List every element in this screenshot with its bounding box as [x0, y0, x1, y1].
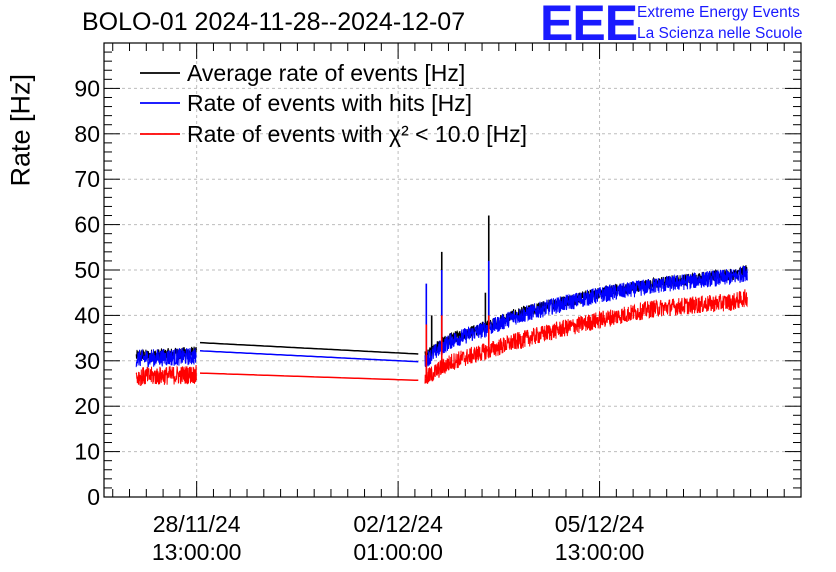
axes: 010203040506070809028/11/2413:00:0002/12…: [74, 42, 802, 565]
legend-label-3: Rate of events with χ² < 10.0 [Hz]: [187, 121, 527, 147]
y-tick-label: 40: [74, 302, 100, 328]
x-tick-label-time: 01:00:00: [353, 539, 443, 565]
series-3: [135, 289, 748, 387]
y-tick-label: 30: [74, 348, 100, 374]
y-tick-label: 0: [87, 484, 100, 510]
x-tick-label-time: 13:00:00: [555, 539, 645, 565]
series-line-noisy: [424, 289, 748, 384]
y-tick-label: 90: [74, 75, 100, 101]
org-line-2: La Scienza nelle Scuole: [637, 25, 803, 42]
x-tick-label-date: 02/12/24: [353, 511, 443, 537]
series-line-noisy: [424, 265, 748, 368]
y-tick-label: 20: [74, 393, 100, 419]
x-tick-label-date: 05/12/24: [555, 511, 645, 537]
x-tick-label-date: 28/11/24: [153, 511, 241, 537]
org-name: Extreme Energy Events La Scienza nelle S…: [637, 2, 802, 44]
series-line-gap: [199, 372, 419, 382]
x-tick-label-time: 13:00:00: [152, 539, 242, 565]
series-layer: [135, 215, 748, 387]
grid-lines: [104, 43, 801, 497]
y-tick-label: 80: [74, 121, 100, 147]
chart-title: BOLO-01 2024-11-28--2024-12-07: [82, 8, 466, 36]
y-tick-label: 60: [74, 212, 100, 238]
legend: Average rate of events [Hz] Rate of event…: [140, 60, 527, 147]
legend-label-2: Rate of events with hits [Hz]: [187, 90, 472, 116]
eee-logo: EEE: [540, 0, 638, 51]
series-line-noisy: [135, 347, 197, 368]
y-tick-label: 70: [74, 166, 100, 192]
series-line-gap: [199, 350, 419, 363]
org-line-1: Extreme Energy Events: [637, 4, 800, 21]
y-tick-label: 10: [74, 439, 100, 465]
y-tick-label: 50: [74, 257, 100, 283]
legend-label-1: Average rate of events [Hz]: [187, 60, 465, 86]
series-line-noisy: [135, 364, 197, 387]
series-line-gap: [199, 341, 419, 355]
